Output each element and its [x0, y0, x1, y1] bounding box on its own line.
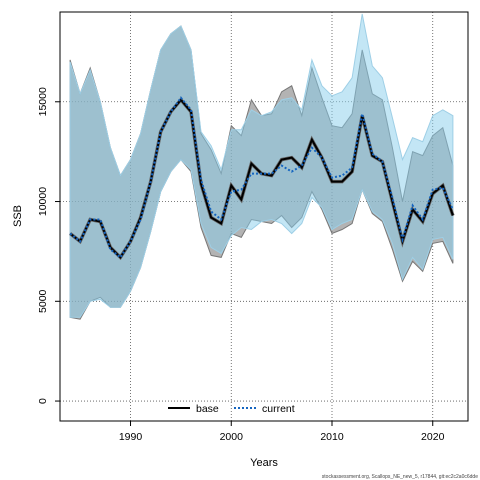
legend-current-label: current — [262, 403, 295, 415]
x-axis-label: Years — [250, 457, 278, 469]
current-confidence-band — [69, 13, 454, 318]
current-line — [69, 96, 454, 259]
x-axis: 1990 2000 2010 2020 — [119, 421, 445, 443]
x-tick-label-1990: 1990 — [119, 431, 143, 443]
plot-frame — [59, 11, 469, 422]
x-tick-label-2000: 2000 — [220, 431, 244, 443]
x-tick-label-2020: 2020 — [421, 431, 445, 443]
legend: base current — [168, 403, 295, 415]
y-tick-label-15000: 15000 — [37, 87, 49, 116]
y-tick-label-10000: 10000 — [37, 187, 49, 216]
footer-note: stockassessment.org, Scallops_NE_new_5, … — [322, 474, 478, 480]
legend-base-label: base — [196, 403, 219, 415]
series-lines — [69, 96, 455, 261]
y-axis: 0 5000 10000 15000 — [37, 87, 60, 404]
y-axis-label: SSB — [12, 205, 24, 227]
x-tick-label-2010: 2010 — [320, 431, 344, 443]
y-tick-label-5000: 5000 — [37, 289, 49, 313]
confidence-bands — [69, 13, 454, 320]
y-tick-label-0: 0 — [37, 398, 49, 404]
